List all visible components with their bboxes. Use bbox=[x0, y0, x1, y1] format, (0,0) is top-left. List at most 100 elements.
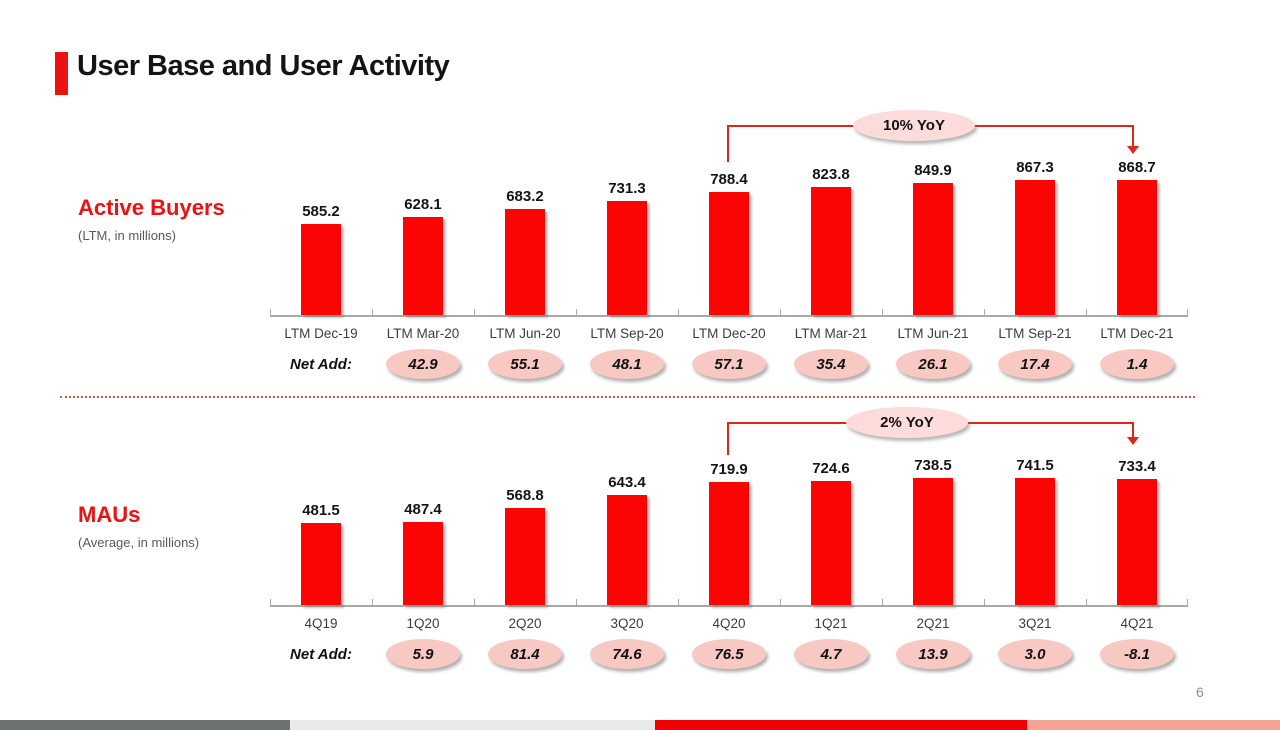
net-add-cell: 76.5 bbox=[678, 639, 780, 669]
net-add-cell: 17.4 bbox=[984, 349, 1086, 379]
axis-tick bbox=[270, 599, 271, 605]
page-number: 6 bbox=[1196, 684, 1204, 700]
bar-value-label: 724.6 bbox=[812, 460, 850, 477]
active-buyers-net-add-row: Net Add: 42.9 55.1 48.1 57.1 35.4 26.1 17.4 1.4 bbox=[270, 348, 1188, 380]
axis-tick bbox=[678, 599, 679, 605]
net-add-cell: 48.1 bbox=[576, 349, 678, 379]
bar bbox=[505, 209, 545, 315]
bar-column: 568.8 bbox=[474, 445, 576, 605]
net-add-badge: 3.0 bbox=[998, 639, 1072, 669]
net-add-badge: 81.4 bbox=[488, 639, 562, 669]
net-add-cell: 5.9 bbox=[372, 639, 474, 669]
net-add-cell: 3.0 bbox=[984, 639, 1086, 669]
net-add-badge: 55.1 bbox=[488, 349, 562, 379]
footer-stripe-segment bbox=[1027, 720, 1280, 730]
bar-value-label: 643.4 bbox=[608, 474, 646, 491]
axis-tick bbox=[474, 599, 475, 605]
bar-column: 628.1 bbox=[372, 155, 474, 315]
axis-tick bbox=[984, 599, 985, 605]
maus-label-block: MAUs (Average, in millions) bbox=[78, 502, 268, 550]
net-add-badge: 4.7 bbox=[794, 639, 868, 669]
net-add-cell: 57.1 bbox=[678, 349, 780, 379]
category-label: 3Q21 bbox=[1018, 616, 1052, 631]
bar-column: 823.8 bbox=[780, 155, 882, 315]
axis-tick bbox=[474, 309, 475, 315]
category-label: LTM Dec-20 bbox=[692, 326, 766, 341]
net-add-cell: 35.4 bbox=[780, 349, 882, 379]
bar bbox=[1117, 180, 1157, 315]
bar-column: 738.5 bbox=[882, 445, 984, 605]
bar bbox=[301, 224, 341, 315]
maus-category-row: 4Q19 1Q20 2Q20 3Q20 4Q20 1Q21 2Q21 3Q21 4Q21 bbox=[270, 616, 1188, 631]
bar-column: 481.5 bbox=[270, 445, 372, 605]
net-add-badge: 17.4 bbox=[998, 349, 1072, 379]
bar bbox=[505, 508, 545, 605]
bar bbox=[607, 495, 647, 605]
category-label: LTM Jun-21 bbox=[897, 326, 969, 341]
yoy-connector-left bbox=[727, 422, 729, 455]
chart-title-maus: MAUs bbox=[78, 502, 141, 527]
net-add-row-label: Net Add: bbox=[290, 645, 352, 663]
axis-tick bbox=[576, 309, 577, 315]
bar bbox=[709, 192, 749, 315]
net-add-cell: 13.9 bbox=[882, 639, 984, 669]
axis-tick bbox=[372, 309, 373, 315]
net-add-cell: 4.7 bbox=[780, 639, 882, 669]
bar-value-label: 719.9 bbox=[710, 461, 748, 478]
category-label: LTM Mar-20 bbox=[386, 326, 460, 341]
category-label: LTM Mar-21 bbox=[794, 326, 868, 341]
net-add-cell: 26.1 bbox=[882, 349, 984, 379]
net-add-badge: 57.1 bbox=[692, 349, 766, 379]
axis-tick bbox=[576, 599, 577, 605]
active-buyers-label-block: Active Buyers (LTM, in millions) bbox=[78, 195, 268, 243]
bar bbox=[913, 478, 953, 605]
axis-tick bbox=[780, 309, 781, 315]
axis-tick bbox=[1086, 309, 1087, 315]
category-label: 2Q20 bbox=[508, 616, 542, 631]
axis-tick bbox=[1086, 599, 1087, 605]
category-label: 4Q21 bbox=[1120, 616, 1154, 631]
axis-tick bbox=[678, 309, 679, 315]
net-add-cell: -8.1 bbox=[1086, 639, 1188, 669]
net-add-badge: -8.1 bbox=[1100, 639, 1174, 669]
bar-column: 788.4 bbox=[678, 155, 780, 315]
section-divider bbox=[60, 396, 1195, 398]
bar bbox=[403, 522, 443, 605]
bar-value-label: 738.5 bbox=[914, 457, 952, 474]
net-add-badge: 13.9 bbox=[896, 639, 970, 669]
bar-value-label: 731.3 bbox=[608, 180, 646, 197]
category-label: LTM Sep-20 bbox=[590, 326, 664, 341]
category-label: LTM Dec-21 bbox=[1100, 326, 1174, 341]
net-add-cell: 42.9 bbox=[372, 349, 474, 379]
bar-column: 731.3 bbox=[576, 155, 678, 315]
bar-value-label: 788.4 bbox=[710, 171, 748, 188]
bar-value-label: 628.1 bbox=[404, 196, 442, 213]
bar-column: 849.9 bbox=[882, 155, 984, 315]
active-buyers-category-row: LTM Dec-19 LTM Mar-20 LTM Jun-20 LTM Sep-20… bbox=[270, 326, 1188, 341]
net-add-badge: 5.9 bbox=[386, 639, 460, 669]
active-buyers-plot-area: 585.2 628.1 683.2 731.3 788.4 823.8 849.9 867.3… bbox=[270, 155, 1188, 317]
category-label: 2Q21 bbox=[916, 616, 950, 631]
bar-value-label: 487.4 bbox=[404, 501, 442, 518]
bar-column: 867.3 bbox=[984, 155, 1086, 315]
bar bbox=[913, 183, 953, 315]
footer-stripe-segment bbox=[290, 720, 655, 730]
yoy-arrowhead-icon bbox=[1127, 146, 1139, 154]
net-add-row-label: Net Add: bbox=[290, 355, 352, 373]
category-label: 4Q19 bbox=[304, 616, 338, 631]
bar bbox=[1015, 180, 1055, 315]
bar-column: 643.4 bbox=[576, 445, 678, 605]
bar-column: 741.5 bbox=[984, 445, 1086, 605]
axis-tick bbox=[372, 599, 373, 605]
bar-value-label: 867.3 bbox=[1016, 159, 1054, 176]
net-add-cell: 81.4 bbox=[474, 639, 576, 669]
axis-tick bbox=[882, 599, 883, 605]
chart-subtitle-maus: (Average, in millions) bbox=[78, 535, 200, 550]
net-add-badge: 76.5 bbox=[692, 639, 766, 669]
bar-value-label: 849.9 bbox=[914, 162, 952, 179]
bar-column: 733.4 bbox=[1086, 445, 1188, 605]
yoy-connector-right bbox=[1132, 125, 1134, 146]
net-add-cell: 55.1 bbox=[474, 349, 576, 379]
bar-value-label: 733.4 bbox=[1118, 458, 1156, 475]
